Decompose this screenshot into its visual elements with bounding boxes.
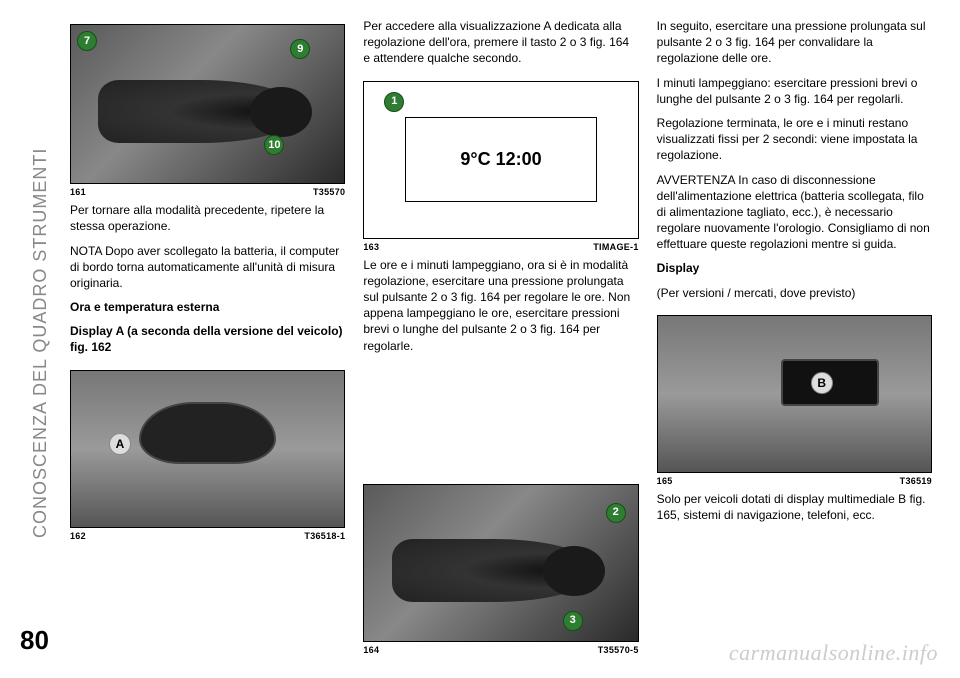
callout-7: 7 [77,31,97,51]
figure-162-caption: 162 T36518-1 [70,530,345,542]
figure-164-image: 2 3 [363,484,638,642]
callout-b: B [811,372,833,394]
callout-1: 1 [384,92,404,112]
heading: Display A (a seconda della versione del … [70,323,345,355]
figure-num: 164 [363,644,379,656]
figure-161-image: 7 9 10 [70,24,345,184]
figure-num: 161 [70,186,86,198]
paragraph: Solo per veicoli dotati di display multi… [657,491,932,523]
figure-code: T36518-1 [304,530,345,542]
paragraph: Per accedere alla visualizzazione A dedi… [363,18,638,67]
paragraph: AVVERTENZA In caso di disconnessione del… [657,172,932,253]
column-2: Per accedere alla visualizzazione A dedi… [363,18,638,660]
figure-163-image: 1 9°C 12:00 [363,81,638,239]
content-columns: 7 9 10 161 T35570 Per tornare alla modal… [70,18,932,660]
heading: Display [657,260,932,276]
figure-162-image: A [70,370,345,528]
callout-9: 9 [290,39,310,59]
figure-161-caption: 161 T35570 [70,186,345,198]
paragraph: Per tornare alla modalità precedente, ri… [70,202,345,234]
figure-code: T35570-5 [598,644,639,656]
paragraph: Le ore e i minuti lampeggiano, ora si è … [363,257,638,354]
paragraph: Regolazione terminata, le ore e i minuti… [657,115,932,164]
display-readout: 9°C 12:00 [405,117,596,203]
column-3: In seguito, esercitare una pressione pro… [657,18,932,660]
figure-num: 162 [70,530,86,542]
callout-2: 2 [606,503,626,523]
figure-num: 165 [657,475,673,487]
figure-163: 1 9°C 12:00 163 TIMAGE-1 [363,81,638,253]
callout-10: 10 [264,135,284,155]
figure-code: T36519 [900,475,932,487]
figure-165: B 165 T36519 [657,315,932,487]
column-1: 7 9 10 161 T35570 Per tornare alla modal… [70,18,345,660]
heading: Ora e temperatura esterna [70,299,345,315]
watermark: carmanualsonline.info [729,640,938,666]
paragraph: (Per versioni / mercati, dove previsto) [657,285,932,301]
figure-164: 2 3 164 T35570-5 [363,484,638,656]
manual-page: CONOSCENZA DEL QUADRO STRUMENTI 80 7 9 1… [0,0,960,678]
callout-3: 3 [563,611,583,631]
figure-165-image: B [657,315,932,473]
figure-165-caption: 165 T36519 [657,475,932,487]
figure-code: T35570 [313,186,345,198]
figure-163-caption: 163 TIMAGE-1 [363,241,638,253]
callout-a: A [109,433,131,455]
paragraph: NOTA Dopo aver scollegato la batteria, i… [70,243,345,292]
section-title-vertical: CONOSCENZA DEL QUADRO STRUMENTI [30,18,48,538]
figure-num: 163 [363,241,379,253]
paragraph: I minuti lampeggiano: esercitare pressio… [657,75,932,107]
figure-162: A 162 T36518-1 [70,370,345,542]
figure-161: 7 9 10 161 T35570 [70,24,345,198]
figure-code: TIMAGE-1 [593,241,638,253]
page-number: 80 [20,625,49,656]
figure-164-caption: 164 T35570-5 [363,644,638,656]
paragraph: In seguito, esercitare una pressione pro… [657,18,932,67]
